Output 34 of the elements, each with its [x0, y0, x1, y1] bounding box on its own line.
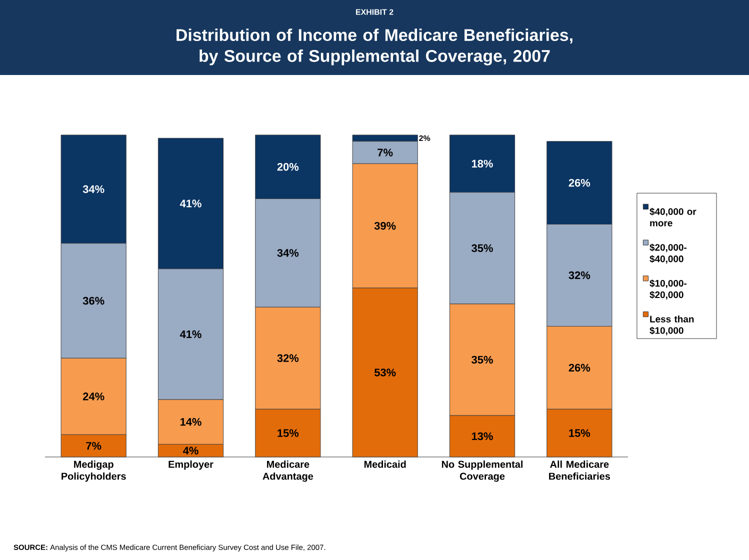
- data-label: 34%: [277, 249, 299, 257]
- data-label: 41%: [180, 330, 202, 338]
- data-label: 20%: [277, 162, 299, 171]
- data-label: 36%: [82, 296, 104, 305]
- data-label: 35%: [472, 356, 493, 364]
- data-label: 32%: [277, 354, 299, 362]
- data-label: 7%: [378, 148, 393, 156]
- x-tick-label: Medicare Advantage: [262, 460, 314, 482]
- x-tick-label: All Medicare Beneficiaries: [549, 460, 610, 480]
- data-label: 13%: [472, 432, 493, 440]
- data-label: 34%: [82, 185, 104, 194]
- legend-label: $40,000 or more: [650, 208, 696, 226]
- data-label: 39%: [374, 222, 396, 230]
- data-label: 4%: [183, 446, 198, 454]
- x-tick-label: Employer: [168, 460, 214, 470]
- legend-label: $20,000-$40,000: [650, 244, 687, 264]
- data-label: 35%: [472, 244, 493, 252]
- data-label: 32%: [568, 271, 590, 280]
- data-label: 7%: [86, 442, 102, 450]
- data-label: 15%: [569, 429, 590, 437]
- chart-title: Distribution of Income of Medicare Beneficiaries, by Source of Supplemental Coverage, 2007: [176, 28, 572, 66]
- x-tick-label: Medigap Policyholders: [62, 460, 126, 482]
- data-label: 15%: [278, 429, 299, 437]
- data-label: 18%: [472, 160, 493, 168]
- data-label: 53%: [374, 368, 396, 376]
- data-label: 24%: [83, 392, 104, 400]
- legend-label: Less than $10,000: [650, 315, 694, 336]
- data-label: 41%: [180, 200, 202, 208]
- legend-label: $10,000-$20,000: [650, 280, 687, 300]
- data-label: 26%: [568, 178, 590, 187]
- x-tick-label: Medicaid: [364, 460, 406, 468]
- x-tick-label: No Supplemental Coverage: [442, 460, 523, 482]
- data-label: 14%: [180, 418, 202, 426]
- data-label: 26%: [568, 364, 590, 372]
